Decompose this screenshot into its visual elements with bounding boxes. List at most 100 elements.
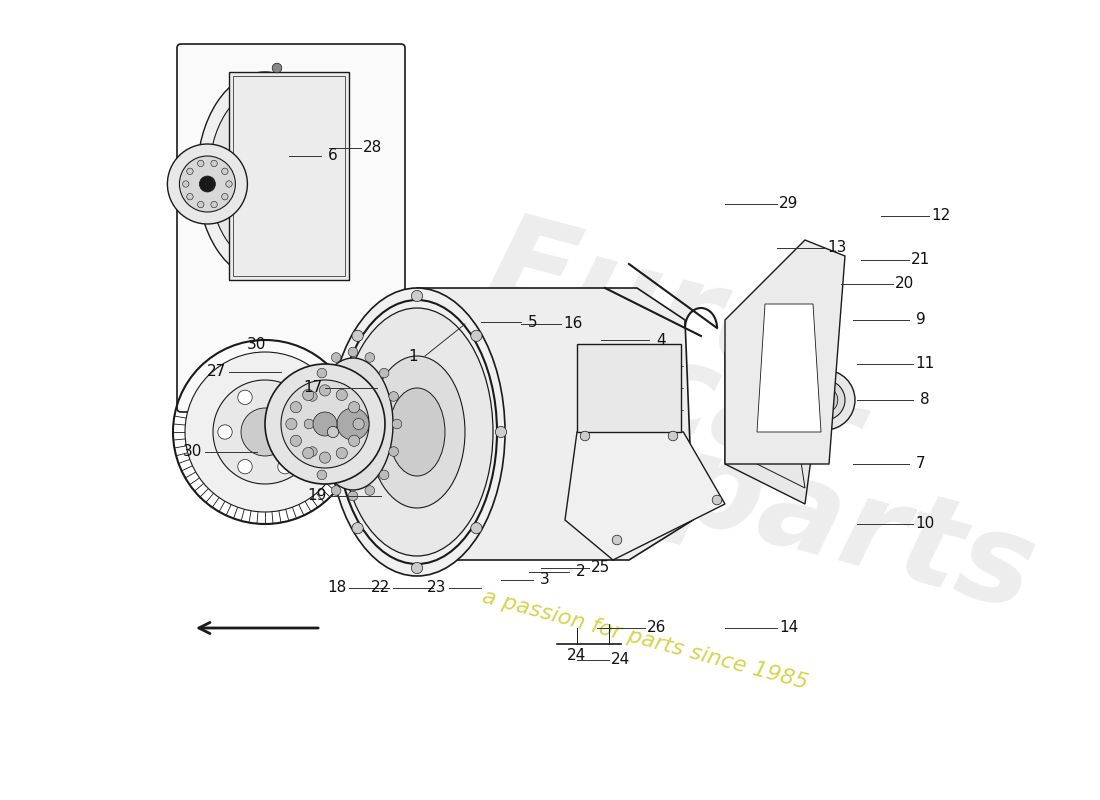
Circle shape [337, 447, 348, 458]
Ellipse shape [209, 88, 321, 264]
Circle shape [365, 486, 375, 495]
Text: 30: 30 [184, 445, 202, 459]
Circle shape [379, 368, 389, 378]
Circle shape [349, 402, 360, 413]
Text: 9: 9 [916, 313, 926, 327]
Ellipse shape [324, 378, 381, 470]
Circle shape [411, 290, 422, 302]
Text: parts: parts [659, 422, 1047, 634]
Circle shape [812, 387, 838, 413]
Text: 14: 14 [780, 621, 799, 635]
Circle shape [290, 435, 301, 446]
Text: 8: 8 [921, 393, 929, 407]
Text: 29: 29 [779, 197, 799, 211]
Text: 21: 21 [912, 253, 931, 267]
Circle shape [365, 353, 375, 362]
Bar [233, 76, 345, 276]
Text: 7: 7 [916, 457, 926, 471]
Circle shape [278, 459, 293, 474]
Circle shape [238, 390, 252, 405]
Circle shape [471, 330, 482, 342]
Text: 30: 30 [248, 337, 266, 351]
Circle shape [712, 495, 722, 505]
Polygon shape [725, 240, 845, 464]
Bar [229, 72, 349, 280]
Polygon shape [725, 352, 821, 504]
Circle shape [286, 418, 297, 430]
Polygon shape [757, 304, 821, 432]
Circle shape [319, 385, 331, 396]
Circle shape [337, 408, 368, 440]
Polygon shape [565, 432, 725, 560]
Text: 12: 12 [932, 209, 950, 223]
Circle shape [317, 470, 327, 480]
Text: 18: 18 [328, 581, 346, 595]
Circle shape [222, 168, 228, 174]
Circle shape [185, 352, 345, 512]
Text: 26: 26 [647, 621, 667, 635]
Circle shape [352, 522, 363, 534]
Circle shape [305, 419, 314, 429]
Circle shape [328, 426, 339, 438]
Text: 22: 22 [372, 581, 390, 595]
Circle shape [349, 347, 358, 357]
Circle shape [280, 380, 368, 468]
Ellipse shape [197, 72, 333, 280]
Circle shape [308, 446, 317, 456]
Circle shape [187, 194, 194, 200]
Text: 6: 6 [328, 149, 338, 163]
Text: 19: 19 [307, 489, 327, 503]
Circle shape [238, 459, 252, 474]
Circle shape [290, 402, 301, 413]
Ellipse shape [314, 358, 393, 490]
Circle shape [302, 390, 313, 401]
Circle shape [272, 63, 282, 73]
Ellipse shape [368, 356, 465, 508]
Ellipse shape [389, 388, 446, 476]
Circle shape [668, 431, 678, 441]
Text: 24: 24 [568, 649, 586, 663]
Text: car: car [627, 329, 871, 503]
Text: 20: 20 [895, 277, 914, 291]
Ellipse shape [329, 288, 505, 576]
Ellipse shape [795, 370, 855, 430]
Circle shape [388, 392, 398, 402]
Circle shape [213, 380, 317, 484]
Circle shape [179, 156, 235, 212]
FancyBboxPatch shape [177, 44, 405, 412]
Text: Euro: Euro [474, 204, 816, 404]
Circle shape [379, 470, 389, 480]
Text: 2: 2 [576, 565, 586, 579]
Circle shape [298, 425, 312, 439]
Circle shape [349, 435, 360, 446]
Circle shape [314, 412, 337, 436]
Circle shape [198, 202, 204, 208]
Circle shape [241, 408, 289, 456]
Text: a passion for parts since 1985: a passion for parts since 1985 [480, 587, 810, 693]
Text: 17: 17 [304, 381, 322, 395]
Text: 24: 24 [612, 653, 630, 667]
Circle shape [495, 426, 507, 438]
Circle shape [187, 168, 194, 174]
Circle shape [319, 452, 331, 463]
Circle shape [211, 160, 218, 166]
Circle shape [198, 160, 204, 166]
Circle shape [222, 194, 228, 200]
Circle shape [302, 447, 313, 458]
Circle shape [613, 535, 621, 545]
Polygon shape [417, 288, 693, 560]
Circle shape [471, 522, 482, 534]
Circle shape [331, 486, 341, 495]
Circle shape [411, 562, 422, 574]
Text: 13: 13 [827, 241, 847, 255]
Circle shape [278, 390, 293, 405]
Text: 25: 25 [592, 561, 611, 575]
Circle shape [226, 181, 232, 187]
Circle shape [349, 491, 358, 501]
Circle shape [331, 353, 341, 362]
Circle shape [308, 392, 317, 402]
Circle shape [211, 202, 218, 208]
Text: 10: 10 [915, 517, 935, 531]
Circle shape [218, 425, 232, 439]
Text: 16: 16 [563, 317, 583, 331]
